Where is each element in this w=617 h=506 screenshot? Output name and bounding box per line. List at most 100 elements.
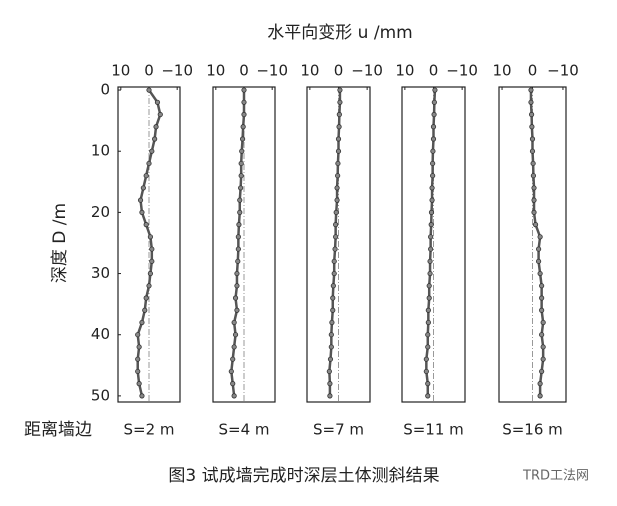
profile-point (147, 270, 154, 277)
profile-point (330, 307, 336, 313)
x-axis-title: 水平向变形 u /mm (267, 23, 412, 43)
profile-point (426, 295, 432, 301)
profile-point (237, 209, 243, 215)
y-tick-label: 10 (91, 142, 110, 160)
profile-point (535, 246, 542, 252)
profile-point (333, 209, 339, 215)
profile-point (431, 111, 437, 118)
profile-point (236, 222, 242, 228)
panel-label: S=4 m (218, 421, 269, 439)
profile-point (429, 185, 435, 191)
profile-point (149, 258, 155, 264)
profile-point (333, 222, 339, 228)
x-tick-label: −10 (547, 62, 579, 80)
profile-point (153, 124, 159, 130)
profile-line (230, 90, 246, 397)
panel-label: S=16 m (502, 421, 563, 439)
profile-point (430, 160, 436, 167)
profile-point (430, 173, 436, 179)
profile-point (425, 332, 431, 338)
profile-point (529, 136, 536, 142)
profile-point (335, 173, 341, 179)
profile-point (326, 368, 332, 375)
profile-point (540, 319, 546, 326)
profile-point (528, 111, 535, 118)
profile-point (423, 368, 429, 375)
profile-point (332, 246, 338, 252)
profile-point (231, 344, 237, 350)
profile-point (232, 295, 239, 301)
profile-point (539, 368, 545, 375)
profile-point (231, 393, 237, 399)
profile-point (528, 87, 534, 93)
profile-point (335, 148, 342, 154)
profile-point (425, 393, 431, 399)
panel-label: S=11 m (403, 421, 464, 439)
profile-point (425, 344, 431, 350)
figure-caption: 图3 试成墙完成时深层土体测斜结果 (168, 466, 439, 486)
row-label: 距离墙边 (24, 420, 92, 440)
profile-point (234, 270, 240, 277)
profile-point (430, 136, 437, 142)
profile-point (152, 136, 158, 142)
panel-label: S=7 m (313, 421, 364, 439)
profile-point (537, 270, 543, 277)
profile-point (530, 160, 536, 167)
panel-label: S=2 m (123, 421, 174, 439)
profile-point (331, 258, 337, 264)
profile-point (143, 173, 149, 179)
profile-point (241, 111, 247, 118)
profile-point (234, 283, 240, 289)
profile-point (241, 99, 247, 105)
profile-point (137, 197, 144, 203)
profile-point (425, 307, 431, 313)
profile-point (238, 185, 244, 191)
profile-point (539, 295, 545, 301)
profile-point (135, 356, 141, 362)
profile-point (427, 270, 433, 277)
profile-point (143, 295, 149, 301)
profile-point (228, 368, 234, 375)
profile-point (157, 111, 163, 118)
profile-point (238, 173, 244, 179)
profile-point (146, 283, 152, 289)
profile-point (428, 246, 434, 252)
profile-point (136, 344, 142, 350)
profile-point (428, 209, 435, 215)
x-tick-label: 10 (111, 62, 130, 80)
y-tick-label: 0 (100, 81, 110, 99)
profile-point (335, 136, 342, 142)
x-tick-label: 0 (239, 62, 249, 80)
profile-point (529, 148, 536, 154)
profile-point (139, 319, 145, 326)
x-tick-label: 10 (206, 62, 225, 80)
profile-point (426, 283, 432, 289)
profile-point (428, 234, 434, 240)
profile-point (328, 344, 334, 350)
profile-point (425, 319, 431, 326)
profile-point (537, 381, 543, 387)
profile-point (135, 368, 141, 375)
profile-point (330, 295, 336, 301)
profile-point (539, 307, 545, 313)
profile-point (528, 99, 534, 105)
profile-point (327, 381, 333, 387)
profile-point (142, 307, 148, 313)
y-tick-label: 40 (91, 325, 110, 343)
profile-point (334, 185, 340, 191)
profile-point (239, 148, 245, 154)
profile-point (240, 124, 246, 130)
profile-point (154, 99, 161, 105)
profile-point (539, 332, 545, 338)
profile-point (230, 356, 236, 362)
profile-point (529, 124, 535, 130)
profile-point (327, 393, 333, 399)
profile-point (146, 87, 152, 93)
profile-point (331, 270, 337, 277)
profile-point (230, 381, 236, 387)
profile-point (234, 307, 240, 313)
profile-point (432, 87, 438, 93)
profile-point (336, 124, 342, 130)
y-axis-title: 深度 D /m (50, 203, 70, 283)
profile-point (430, 148, 436, 154)
